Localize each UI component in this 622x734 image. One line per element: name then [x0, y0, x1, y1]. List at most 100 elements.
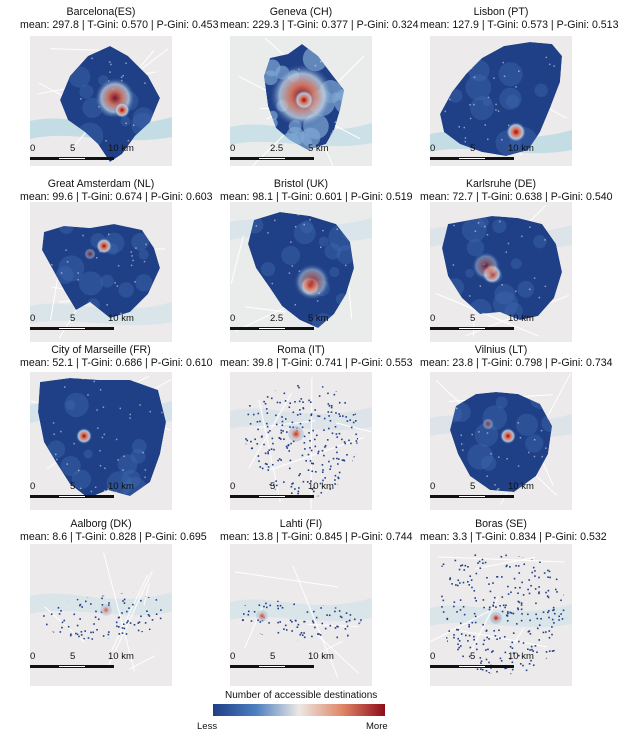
access-cell: [76, 624, 79, 627]
access-cell: [355, 440, 358, 442]
access-cell: [468, 624, 471, 626]
access-cell: [148, 628, 151, 631]
access-cell: [532, 650, 535, 652]
access-cell: [542, 611, 545, 614]
access-cell: [458, 646, 461, 649]
access-cell: [493, 596, 496, 599]
access-gap: [291, 265, 294, 267]
scale-segment: [258, 665, 286, 668]
access-gap: [120, 312, 122, 315]
access-cell: [257, 428, 259, 431]
scale-segment: [30, 495, 58, 498]
access-gap: [125, 122, 127, 125]
access-gap: [449, 98, 451, 101]
access-cell: [523, 563, 526, 566]
access-cell: [319, 634, 322, 636]
access-cell: [312, 621, 315, 624]
access-cell: [101, 603, 104, 606]
access-cell: [519, 663, 522, 665]
access-cell: [270, 397, 273, 400]
access-cell: [342, 459, 345, 461]
panel-stats: mean: 52.1 | T-Gini: 0.686 | P-Gini: 0.6…: [20, 357, 213, 369]
access-cell: [268, 449, 271, 451]
access-cell: [510, 591, 512, 594]
access-cell: [485, 649, 487, 651]
access-cell: [511, 647, 514, 649]
access-gap: [533, 438, 536, 441]
access-cell: [128, 607, 130, 609]
access-cell: [553, 608, 555, 611]
access-cell: [312, 429, 314, 432]
access-cell: [507, 593, 510, 595]
access-cell: [277, 607, 280, 610]
basemap-water: [30, 302, 172, 326]
access-cell: [454, 559, 457, 562]
access-patch: [324, 242, 342, 260]
access-gap: [133, 124, 135, 126]
access-patch: [492, 219, 507, 234]
access-cell: [277, 459, 279, 462]
access-cell: [299, 413, 302, 415]
access-cell: [496, 670, 498, 673]
access-cell: [294, 619, 297, 622]
access-cell: [534, 575, 536, 577]
access-gap: [490, 453, 492, 455]
access-cell: [356, 438, 359, 440]
access-cell: [337, 476, 339, 479]
access-cell: [328, 415, 330, 417]
access-cell: [254, 438, 256, 441]
access-cell: [326, 439, 329, 441]
access-gap: [469, 117, 472, 120]
access-cell: [147, 596, 150, 598]
access-gap: [99, 464, 102, 467]
access-cell: [277, 621, 279, 624]
access-cell: [273, 448, 275, 451]
panel-stats: mean: 72.7 | T-Gini: 0.638 | P-Gini: 0.5…: [420, 191, 613, 203]
access-cell: [513, 577, 516, 580]
access-cell: [460, 633, 463, 635]
access-gap: [77, 272, 79, 274]
access-cell: [338, 413, 340, 415]
basemap-road: [270, 437, 365, 471]
access-cell: [449, 578, 451, 581]
scale-bar: 0 2.5 5 km: [230, 144, 340, 164]
access-gap: [505, 251, 508, 253]
access-cell: [258, 460, 260, 463]
city-map: [230, 544, 372, 686]
access-cell: [117, 626, 120, 628]
access-cell: [301, 454, 304, 457]
access-cell: [80, 631, 83, 633]
access-cell: [281, 424, 284, 427]
access-gap: [497, 456, 500, 458]
access-cell: [264, 402, 267, 405]
scale-segment: [430, 495, 458, 498]
access-patch: [517, 280, 535, 298]
access-cell: [263, 400, 265, 403]
map-panel: Aalborg (DK) mean: 8.6 | T-Gini: 0.828 | …: [20, 518, 207, 686]
access-cell: [519, 586, 521, 589]
access-cell: [509, 566, 511, 568]
access-cell: [451, 583, 453, 585]
access-cell: [271, 463, 274, 466]
access-cell: [118, 633, 121, 635]
access-cell: [350, 426, 353, 429]
access-cell: [442, 599, 445, 602]
access-patch: [499, 87, 522, 110]
access-cell: [535, 602, 537, 605]
access-cell: [309, 401, 312, 403]
access-cell: [527, 613, 529, 616]
access-cell: [288, 450, 291, 452]
panel-stats: mean: 98.1 | T-Gini: 0.601 | P-Gini: 0.5…: [220, 191, 413, 203]
access-cell: [353, 618, 356, 621]
access-cell: [127, 620, 129, 622]
access-cell: [63, 619, 66, 622]
access-cell: [548, 570, 551, 573]
scale-line: [30, 157, 114, 160]
access-cell: [538, 586, 540, 588]
access-patch: [130, 448, 146, 464]
access-cell: [133, 623, 136, 626]
access-cell: [267, 431, 270, 434]
access-gap: [103, 489, 106, 492]
access-cell: [518, 640, 520, 643]
access-patch: [329, 267, 340, 278]
